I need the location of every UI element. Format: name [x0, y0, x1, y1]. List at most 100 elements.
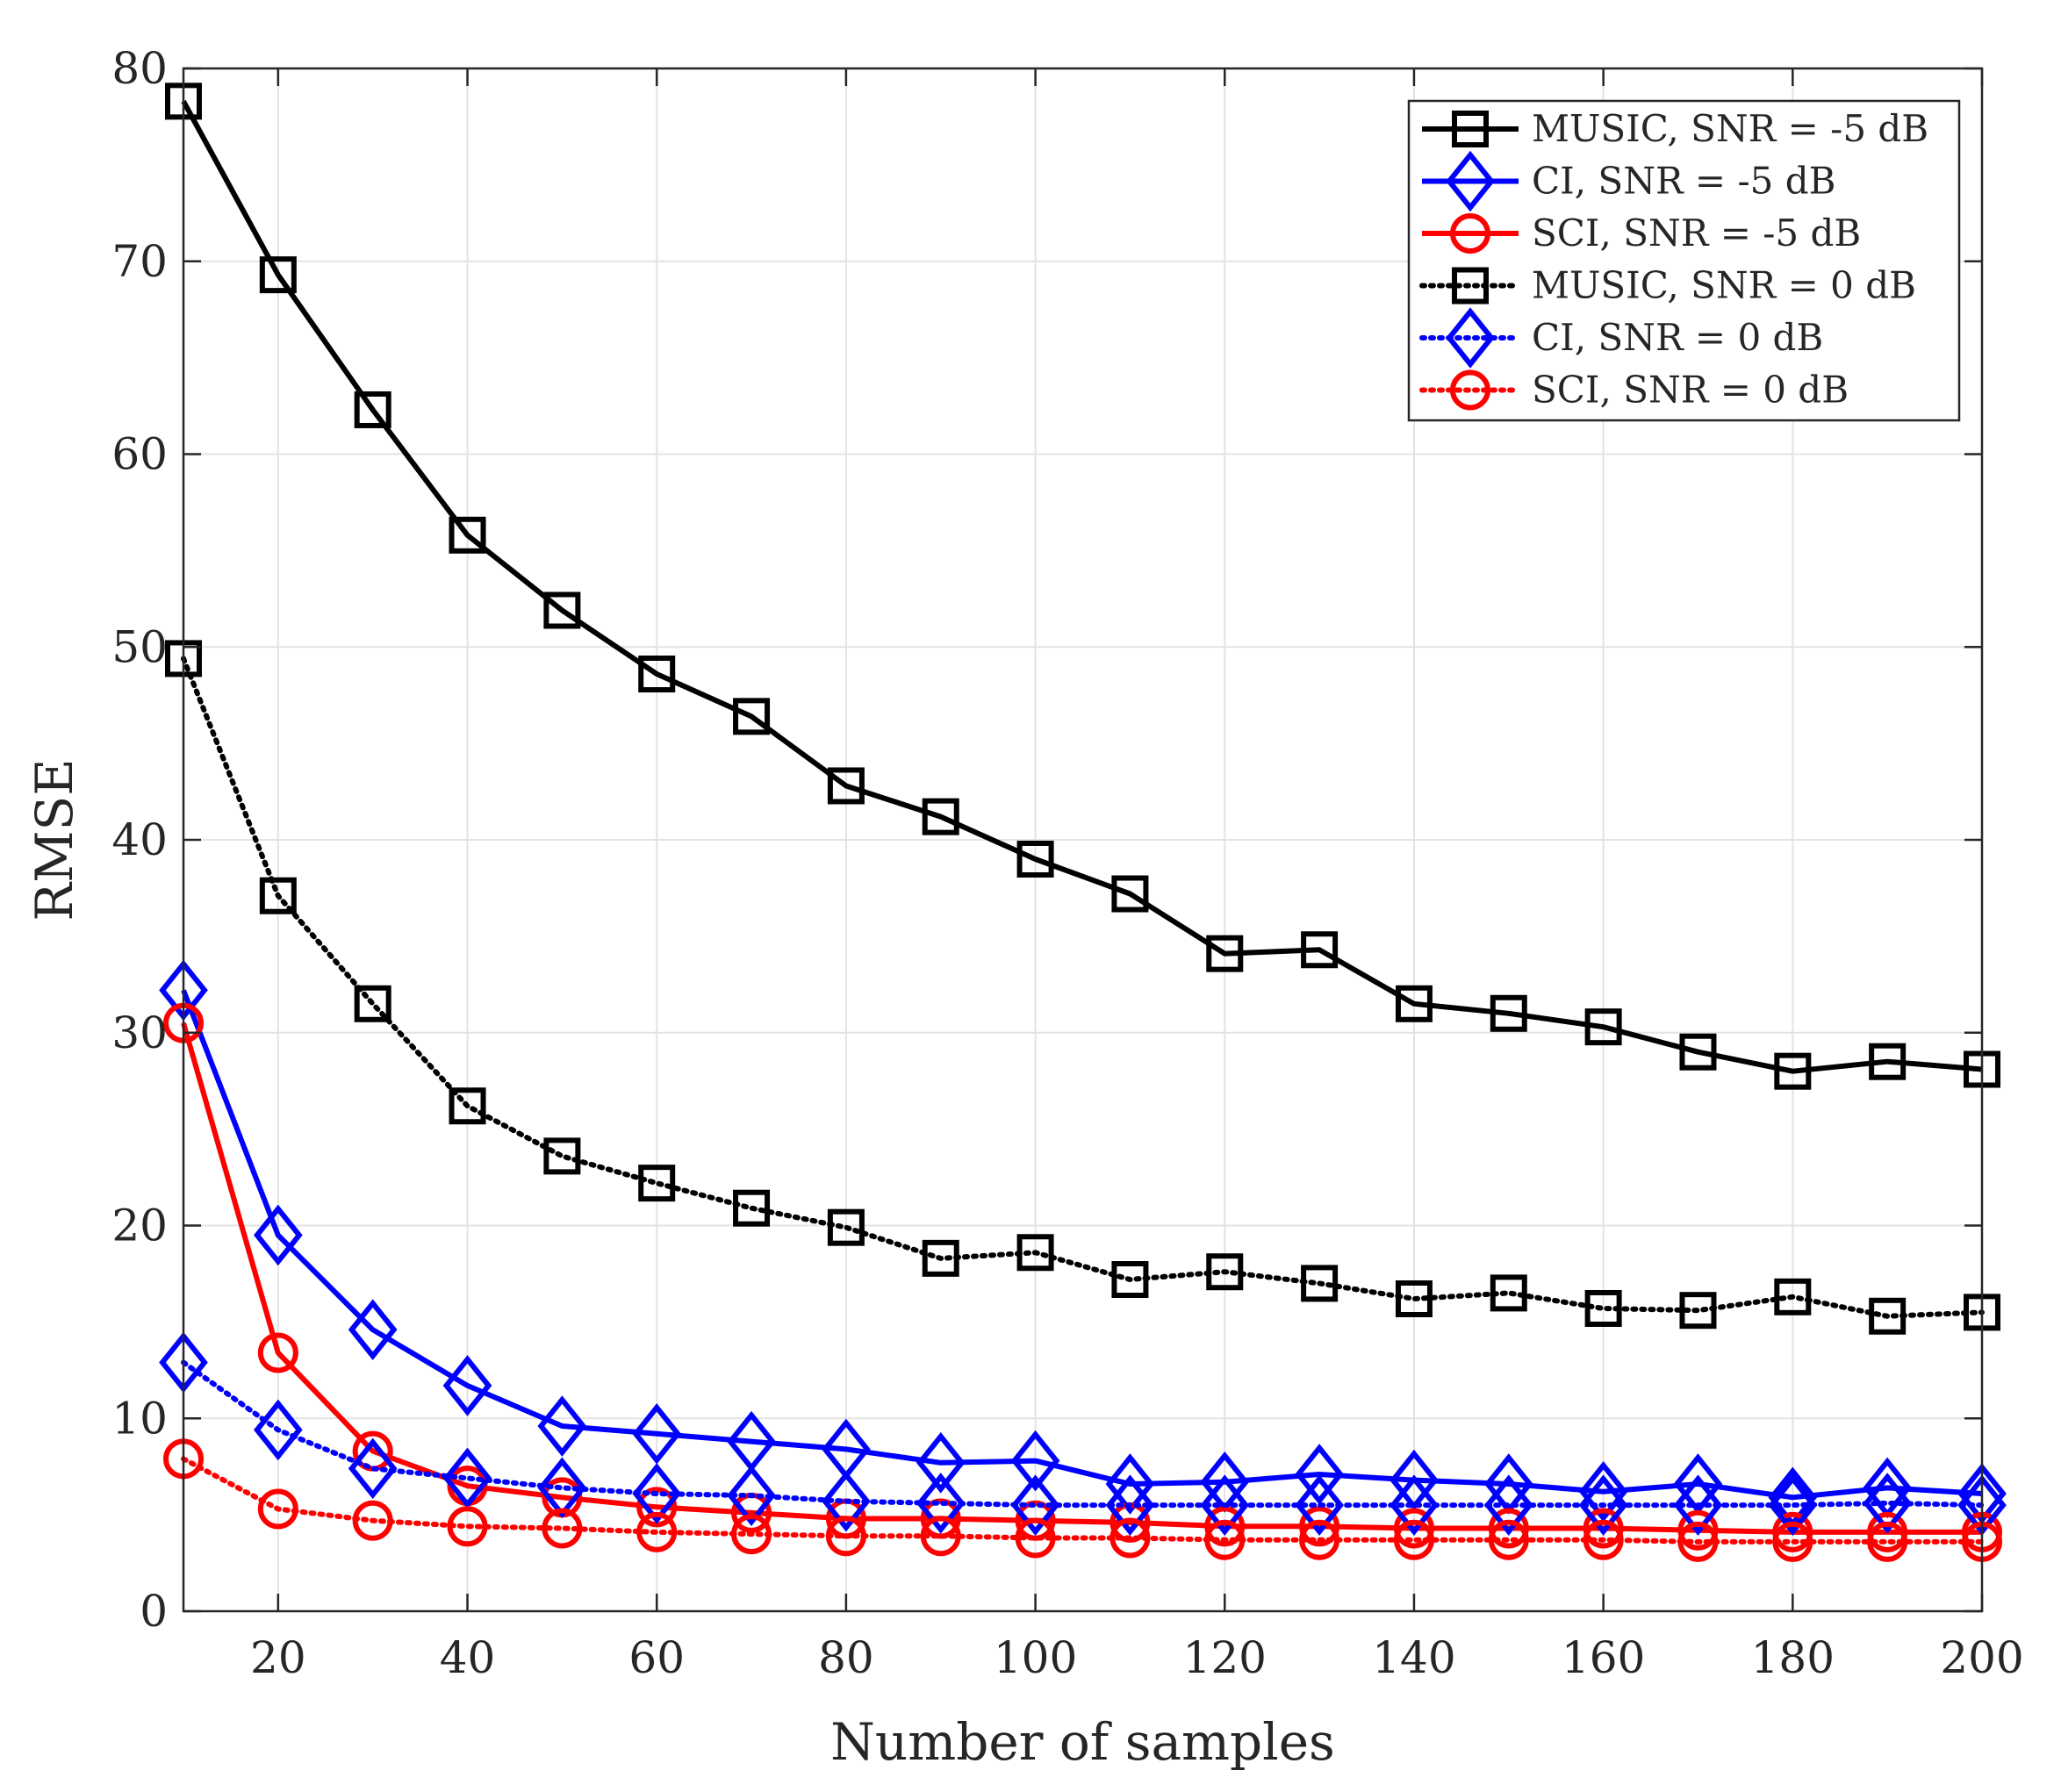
data-point [1111, 1261, 1149, 1299]
x-tick-label: 200 [1940, 1632, 2023, 1683]
series-line [181, 1359, 1985, 1509]
series-group [159, 82, 2007, 1562]
data-point [259, 877, 297, 914]
data-point [733, 698, 771, 735]
legend-label: MUSIC, SNR = 0 dB [1532, 264, 1916, 307]
x-tick-label: 40 [440, 1632, 496, 1683]
legend-entry: MUSIC, SNR = -5 dB [1422, 107, 1928, 150]
y-tick-label: 30 [111, 1007, 168, 1058]
x-tick-label: 60 [628, 1632, 685, 1683]
data-point [822, 1470, 871, 1532]
data-point [447, 1506, 488, 1547]
data-point [1301, 931, 1339, 969]
y-tick-label: 80 [111, 43, 168, 94]
data-point [543, 1137, 581, 1175]
data-point [254, 1204, 303, 1266]
data-point [1768, 1474, 1818, 1536]
legend-marker [1450, 213, 1490, 254]
x-tick-label: 140 [1372, 1632, 1455, 1683]
x-axis-title: Number of samples [830, 1712, 1335, 1772]
axis-ticks [183, 67, 1984, 1613]
data-point [922, 798, 959, 835]
legend-label: CI, SNR = 0 dB [1532, 316, 1823, 359]
x-tick-label: 20 [250, 1632, 306, 1683]
data-point [1490, 994, 1527, 1032]
data-point [916, 1431, 966, 1494]
data-point [638, 1165, 676, 1202]
data-point [1677, 1509, 1719, 1551]
data-point [1488, 1519, 1529, 1560]
data-point [1390, 1449, 1439, 1511]
data-point [636, 1487, 678, 1528]
data-point [920, 1516, 961, 1557]
data-point [1578, 1460, 1628, 1523]
data-point [543, 591, 581, 629]
legend-entry: CI, SNR = -5 dB [1422, 150, 1835, 212]
legend-label: SCI, SNR = 0 dB [1532, 369, 1849, 412]
legend-marker [1452, 267, 1489, 305]
data-point [449, 1087, 486, 1125]
data-point [1295, 1444, 1344, 1505]
x-tick-label: 180 [1751, 1632, 1835, 1683]
x-tick-label: 160 [1562, 1632, 1645, 1683]
data-point [1010, 1474, 1060, 1536]
data-point [1673, 1474, 1723, 1536]
legend-entry: MUSIC, SNR = 0 dB [1419, 264, 1916, 307]
legend-marker [1446, 150, 1495, 212]
data-point [257, 1332, 298, 1373]
data-point [1109, 1517, 1151, 1559]
data-point [1393, 1508, 1434, 1549]
data-point [354, 391, 391, 428]
legend-entry: SCI, SNR = -5 dB [1422, 211, 1861, 254]
data-point [1583, 1508, 1624, 1549]
y-tick-label: 50 [111, 621, 168, 672]
data-point [1395, 985, 1433, 1022]
data-point [632, 1403, 682, 1465]
legend-label: MUSIC, SNR = -5 dB [1532, 107, 1928, 150]
y-tick-label: 70 [111, 236, 168, 287]
legend-entry: SCI, SNR = 0 dB [1419, 369, 1849, 412]
data-point [537, 1457, 587, 1519]
data-point [916, 1473, 966, 1534]
data-point [1015, 1517, 1056, 1559]
data-point [1867, 1521, 1908, 1562]
y-tick-label: 0 [140, 1586, 168, 1637]
tick-labels: 20 40 60 80 100 120 140 160 180 200 0 10 20 30 40 50 60 7… [111, 43, 2023, 1683]
data-point [1105, 1474, 1155, 1536]
y-tick-label: 60 [111, 429, 168, 480]
y-tick-label: 40 [111, 814, 168, 865]
legend-marker [1452, 111, 1489, 147]
data-point [1869, 1297, 1907, 1335]
data-point [1863, 1473, 1912, 1534]
x-tick-label: 120 [1183, 1632, 1267, 1683]
data-point [731, 1514, 772, 1555]
x-tick-label: 80 [818, 1632, 874, 1683]
data-point [1679, 1033, 1717, 1071]
data-point [1390, 1474, 1439, 1536]
data-point [1111, 875, 1149, 913]
legend: MUSIC, SNR = -5 dB CI, SNR = -5 dB SCI, SN… [1407, 99, 1961, 422]
data-point [1299, 1506, 1340, 1547]
data-point [1016, 840, 1054, 878]
legend-box [1407, 99, 1961, 422]
legend-label: CI, SNR = -5 dB [1532, 160, 1835, 203]
legend-entry: CI, SNR = 0 dB [1419, 307, 1823, 369]
data-point [1204, 1519, 1246, 1560]
data-point [1393, 1519, 1434, 1560]
data-point [1206, 1253, 1244, 1291]
data-point [827, 767, 865, 805]
data-point [733, 1189, 771, 1227]
legend-label: SCI, SNR = -5 dB [1532, 211, 1861, 254]
data-point [537, 1395, 587, 1457]
data-point [1204, 1506, 1246, 1547]
data-point [1395, 1280, 1433, 1318]
data-point [542, 1508, 583, 1549]
series-3 [165, 640, 2000, 1335]
data-point [1774, 1052, 1812, 1090]
data-point [922, 1239, 959, 1277]
data-point [449, 516, 486, 554]
legend-marker [1446, 307, 1495, 369]
data-point [354, 985, 391, 1022]
data-point [254, 1399, 303, 1461]
